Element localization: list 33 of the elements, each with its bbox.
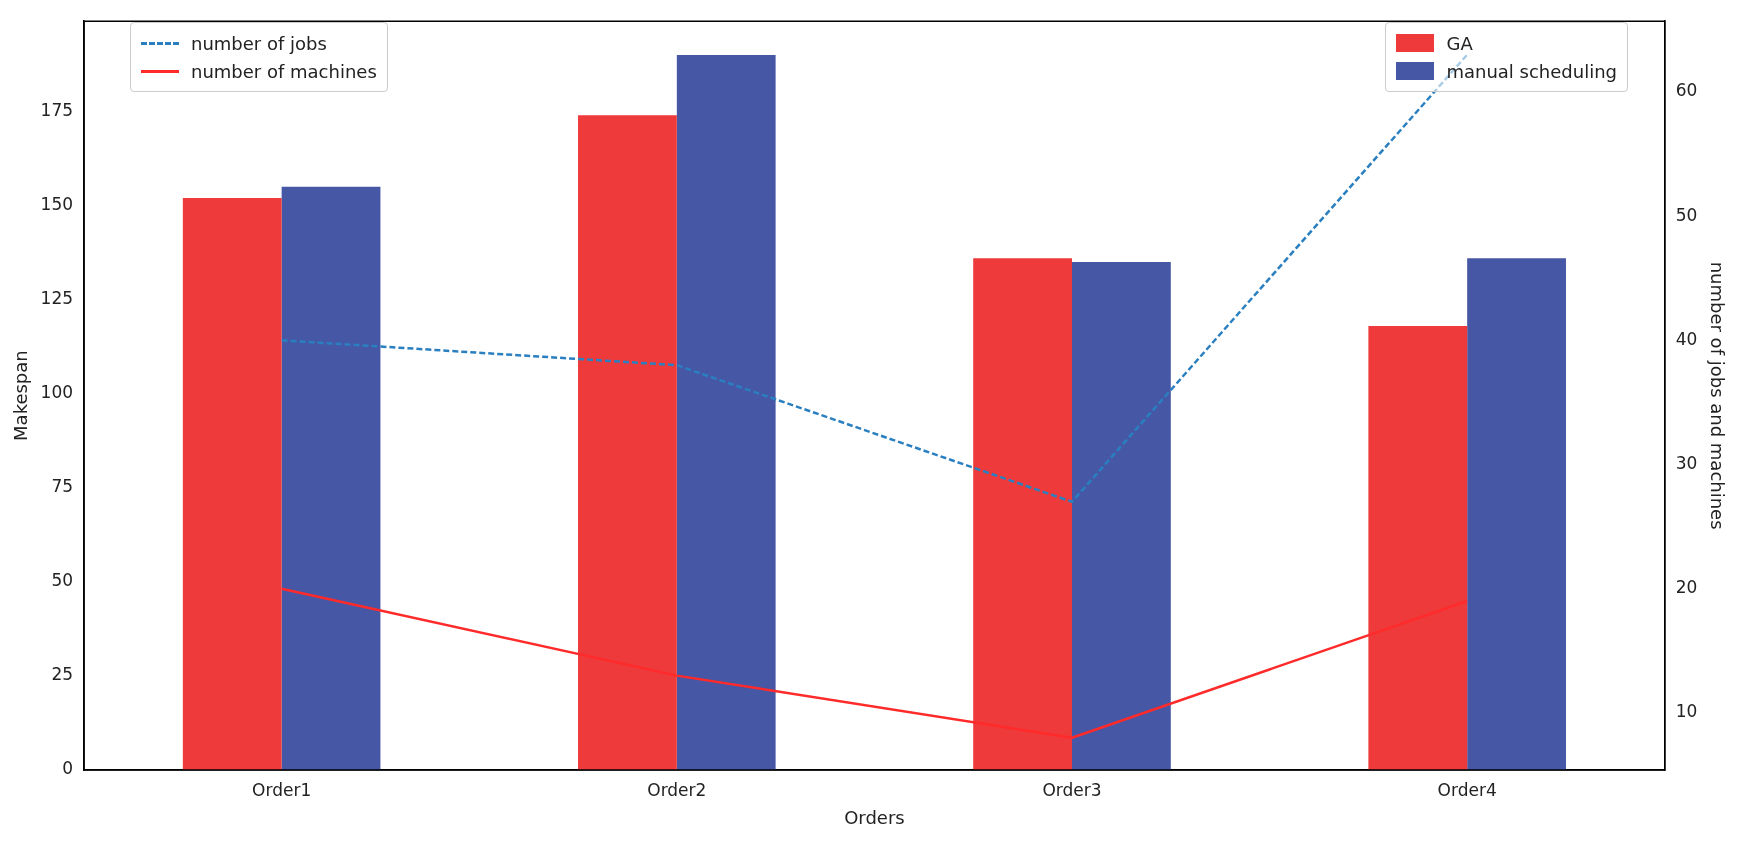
x-tick-label: Order3 (1042, 779, 1102, 800)
x-tick-label: Order2 (647, 779, 707, 800)
bar (182, 198, 282, 770)
bar (281, 186, 381, 770)
y2-tick-label: 10 (1675, 701, 1698, 722)
y-tick-label: 50 (51, 570, 74, 591)
y-tick-label: 25 (51, 664, 74, 685)
legend-label: number of machines (191, 60, 377, 82)
y2-tick-label: 60 (1675, 80, 1698, 101)
y-tick-label: 0 (62, 758, 74, 779)
y-tick-label: 175 (40, 99, 74, 120)
y2-tick-label: 40 (1675, 328, 1698, 349)
y-tick-label: 100 (40, 382, 74, 403)
bar (676, 55, 776, 770)
y2-tick-label: 20 (1675, 577, 1698, 598)
x-axis-title: Orders (844, 806, 905, 828)
x-tick-label: Order1 (252, 779, 312, 800)
bar (578, 115, 677, 770)
bar (1467, 258, 1566, 770)
legend-label: number of jobs (191, 32, 327, 54)
x-tick-label: Order4 (1437, 779, 1497, 800)
y-tick-label: 75 (51, 476, 74, 497)
bar (1072, 262, 1171, 770)
y-tick-label: 150 (40, 194, 74, 214)
y2-tick-label: 30 (1675, 452, 1698, 473)
y-axis-title: Makespan (10, 350, 32, 441)
legend-label: GA (1446, 32, 1473, 54)
bar (1368, 325, 1468, 770)
y2-axis-title: number of jobs and machines (1706, 261, 1728, 530)
bar (973, 258, 1072, 770)
y2-tick-label: 50 (1675, 204, 1698, 225)
y-tick-label: 125 (40, 288, 74, 309)
legend-label: manual scheduling (1446, 60, 1617, 82)
